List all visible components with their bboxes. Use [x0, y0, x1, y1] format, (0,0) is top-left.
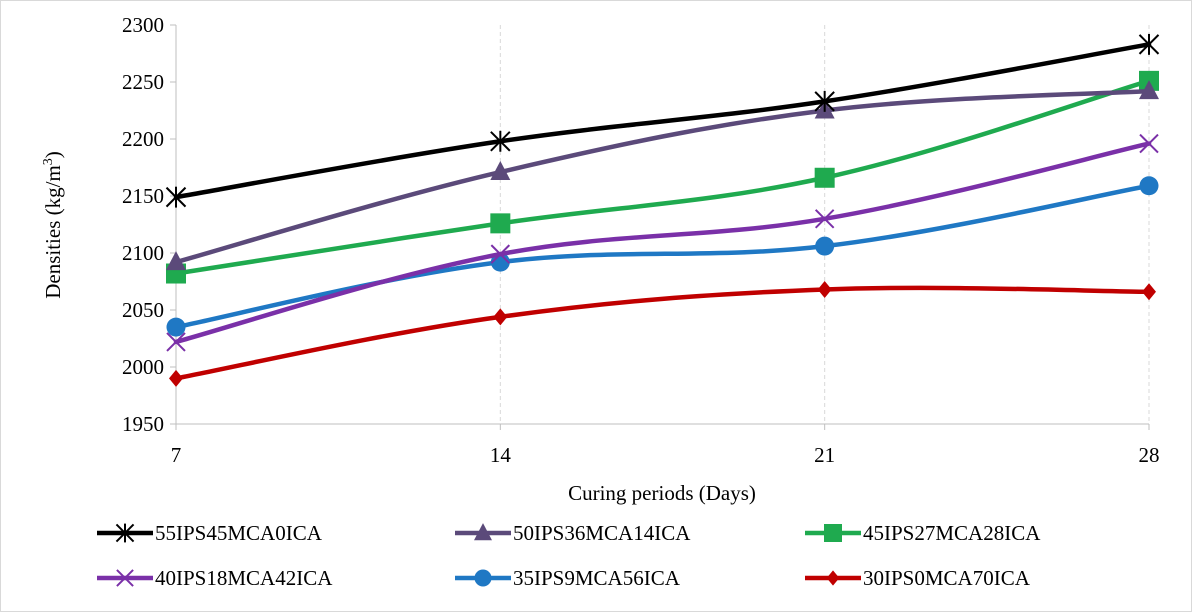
- marker-diamond: [1142, 283, 1156, 301]
- series-line: [173, 78, 1152, 276]
- y-axis-title: Densities (kg/m3): [41, 151, 65, 299]
- data-point: [1142, 283, 1156, 301]
- marker-square: [490, 213, 511, 234]
- data-point: [1139, 133, 1159, 154]
- x-axis-title: Curing periods (Days): [568, 481, 756, 505]
- data-point: [1139, 176, 1159, 196]
- y-tick-label: 2150: [122, 184, 164, 208]
- series-line: [173, 42, 1152, 200]
- data-point: [1139, 80, 1159, 100]
- data-point: [815, 236, 835, 256]
- marker-circle: [1139, 176, 1159, 196]
- data-point: [814, 209, 835, 229]
- series-line: [173, 183, 1152, 330]
- legend-item: 35IPS9MCA56ICA: [455, 566, 681, 590]
- data-point: [165, 186, 187, 208]
- legend-item: 30IPS0MCA70ICA: [805, 566, 1031, 590]
- legend-swatch-marker: [115, 523, 135, 543]
- data-point: [166, 332, 186, 352]
- axis-layer: 1950 2000 2050 2100 2150 2200 2250 2300 7 14 21 28: [122, 13, 1160, 467]
- y-tick-label: 2050: [122, 298, 164, 322]
- y-axis-title-main: Densities (kg/m: [41, 165, 65, 299]
- y-axis-title-sup: 3: [41, 158, 56, 165]
- marker-square: [814, 167, 835, 188]
- marker-x-stroke: [166, 332, 186, 352]
- y-tick-label: 1950: [122, 412, 164, 436]
- y-tick-label: 2000: [122, 355, 164, 379]
- y-tick-label: 2200: [122, 127, 164, 151]
- marker-x-stroke: [1139, 133, 1159, 154]
- series-55IPS45MCA0ICA: [165, 33, 1160, 208]
- series-35IPS9MCA56ICA: [166, 176, 1159, 337]
- y-tick-label: 2250: [122, 70, 164, 94]
- grid-layer: [499, 25, 1150, 424]
- legend: 55IPS45MCA0ICA 50IPS36MCA14ICA 45IPS27MCA2…: [97, 521, 1041, 590]
- marker-diamond: [817, 280, 832, 298]
- marker-square: [824, 524, 842, 542]
- marker-circle: [166, 317, 186, 337]
- data-point: [490, 130, 511, 152]
- legend-swatch-marker: [474, 569, 492, 587]
- marker-triangle: [166, 251, 186, 271]
- legend-swatch-marker: [826, 570, 840, 586]
- data-point: [169, 369, 183, 387]
- x-tick-label: 7: [171, 443, 182, 467]
- data-point: [814, 90, 835, 112]
- series-line: [173, 141, 1152, 345]
- legend-label: 30IPS0MCA70ICA: [863, 566, 1031, 590]
- data-point: [490, 161, 511, 181]
- legend-label: 40IPS18MCA42ICA: [155, 566, 333, 590]
- data-point: [166, 317, 186, 337]
- data-point: [490, 244, 511, 264]
- x-tick-label: 21: [814, 443, 835, 467]
- series-line: [173, 88, 1152, 265]
- series-30IPS0MCA70ICA: [169, 280, 1156, 387]
- data-point: [817, 280, 832, 298]
- data-point: [490, 252, 510, 272]
- marker-triangle: [474, 523, 492, 541]
- legend-swatch-marker: [474, 523, 492, 541]
- marker-triangle: [1139, 80, 1159, 100]
- marker-diamond: [169, 369, 183, 387]
- legend-item: 45IPS27MCA28ICA: [805, 521, 1041, 545]
- marker-triangle: [490, 161, 511, 181]
- legend-swatch-marker: [824, 524, 842, 542]
- y-axis-title-end: ): [41, 151, 65, 158]
- series-line: [173, 285, 1152, 381]
- legend-label: 50IPS36MCA14ICA: [513, 521, 691, 545]
- data-point: [814, 167, 835, 188]
- legend-item: 50IPS36MCA14ICA: [455, 521, 691, 545]
- marker-x-stroke: [490, 244, 511, 264]
- series-40IPS18MCA42ICA: [166, 133, 1159, 352]
- legend-label: 45IPS27MCA28ICA: [863, 521, 1041, 545]
- legend-item: 40IPS18MCA42ICA: [97, 566, 333, 590]
- label-layer: Curing periods (Days) Densities (kg/m3): [41, 151, 756, 505]
- marker-x-stroke: [116, 569, 134, 587]
- legend-label: 55IPS45MCA0ICA: [155, 521, 323, 545]
- marker-circle: [474, 569, 492, 587]
- data-point: [493, 308, 508, 326]
- legend-swatch-marker: [116, 569, 134, 587]
- marker-diamond: [493, 308, 508, 326]
- legend-item: 55IPS45MCA0ICA: [97, 521, 323, 545]
- marker-diamond: [826, 570, 840, 586]
- data-point: [166, 251, 186, 271]
- x-tick-label: 14: [490, 443, 512, 467]
- y-tick-label: 2100: [122, 241, 164, 265]
- data-point: [490, 213, 511, 234]
- marker-circle: [490, 252, 510, 272]
- series-layer: [165, 33, 1160, 387]
- series-50IPS36MCA14ICA: [166, 80, 1159, 271]
- marker-circle: [815, 236, 835, 256]
- x-tick-label: 28: [1139, 443, 1160, 467]
- data-point: [1138, 33, 1160, 55]
- series-45IPS27MCA28ICA: [166, 70, 1159, 284]
- y-tick-label: 2300: [122, 13, 164, 37]
- legend-label: 35IPS9MCA56ICA: [513, 566, 681, 590]
- marker-x-stroke: [814, 209, 835, 229]
